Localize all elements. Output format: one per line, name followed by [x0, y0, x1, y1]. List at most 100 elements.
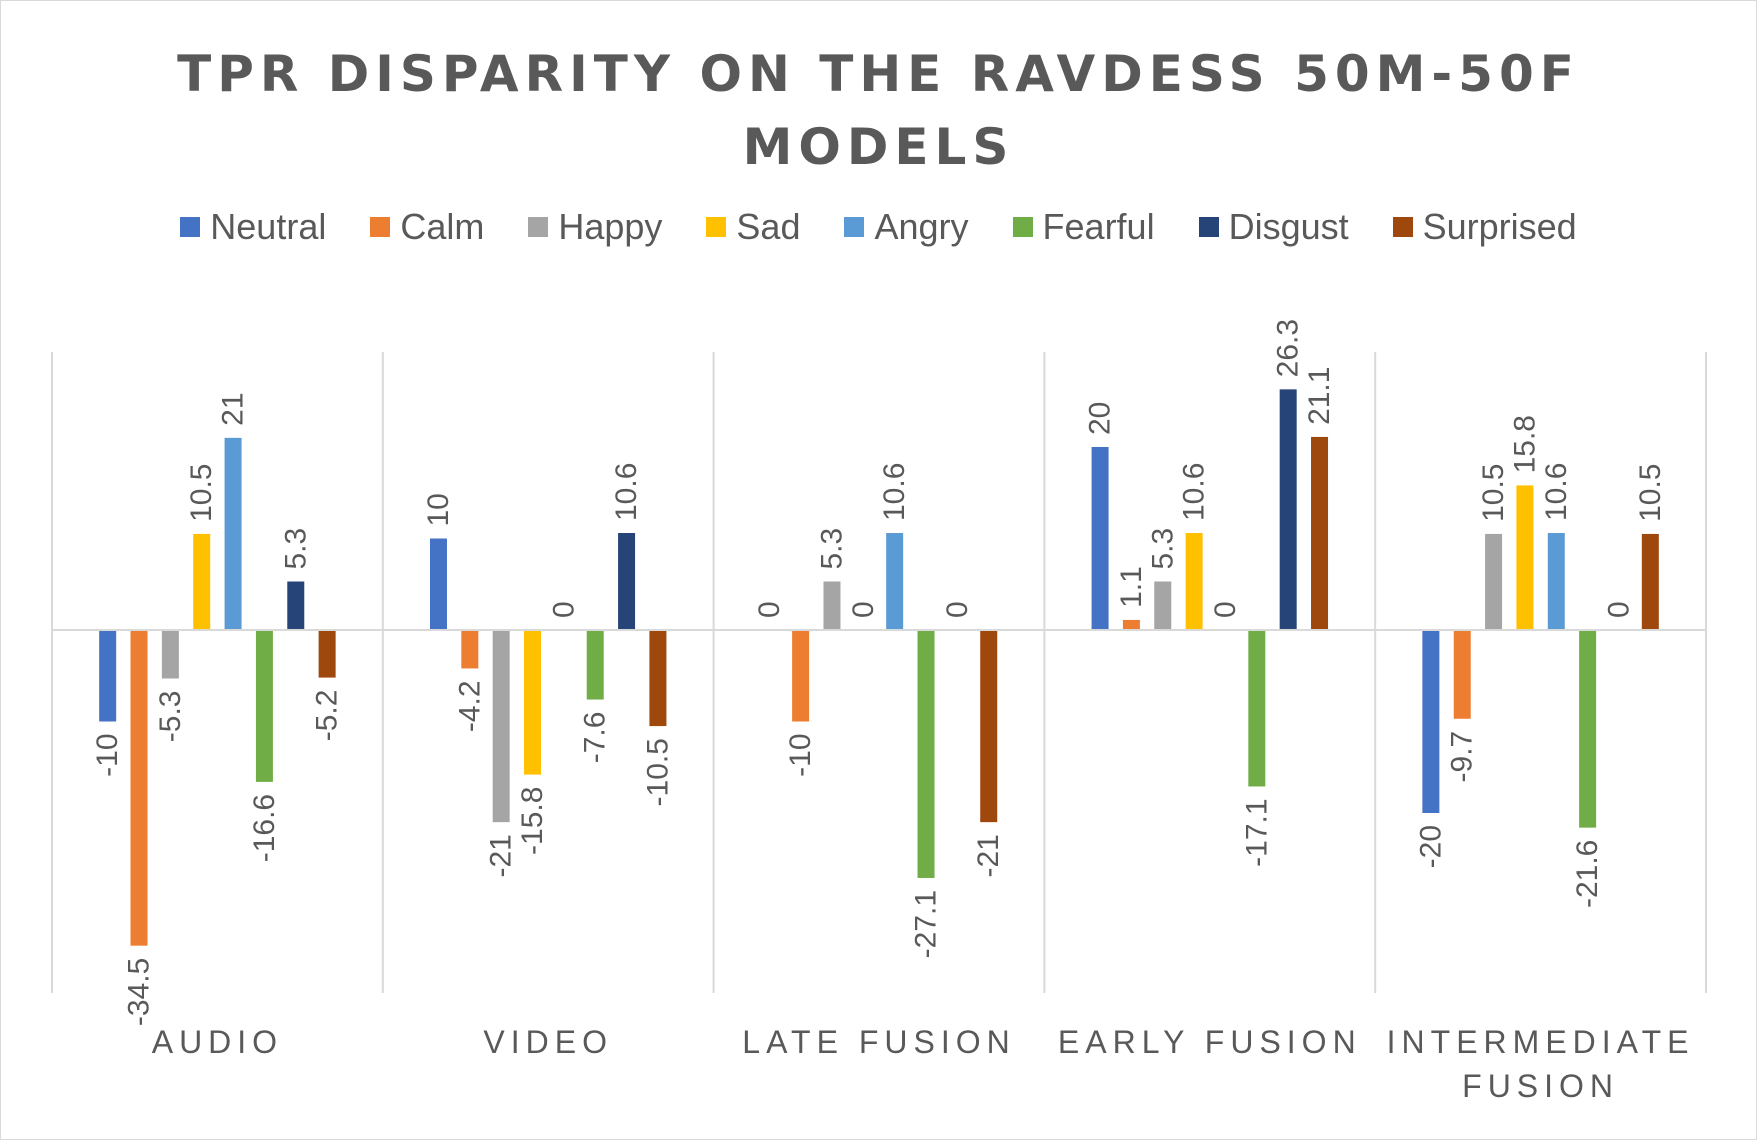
- legend-label: Happy: [558, 206, 663, 247]
- legend-label: Sad: [736, 206, 801, 247]
- bar-calm-3: [1122, 619, 1140, 630]
- legend-item-disgust: Disgust: [1198, 206, 1349, 248]
- data-label: 10.5: [1634, 464, 1667, 522]
- legend-label: Angry: [874, 206, 969, 247]
- data-label: -9.7: [1446, 731, 1479, 783]
- data-label: 5.3: [279, 528, 312, 570]
- legend-swatch: [706, 217, 727, 237]
- category-label: EARLY FUSION: [1058, 1024, 1362, 1060]
- legend-label: Surprised: [1422, 206, 1577, 247]
- data-label: -5.3: [154, 690, 187, 742]
- bar-sad-3: [1185, 533, 1203, 630]
- legend-swatch: [180, 217, 201, 237]
- data-label: 0: [1602, 601, 1635, 618]
- bar-sad-4: [1516, 485, 1534, 630]
- bar-sad-0: [193, 533, 211, 630]
- bar-disgust-3: [1279, 389, 1297, 630]
- bar-happy-3: [1154, 581, 1172, 630]
- data-label: -20: [1414, 825, 1447, 868]
- bar-surprised-0: [318, 630, 336, 678]
- category-label: AUDIO: [152, 1024, 283, 1060]
- data-label: -21.6: [1571, 840, 1604, 908]
- data-label: -16.6: [248, 794, 281, 862]
- legend-item-happy: Happy: [528, 206, 662, 248]
- legend-item-neutral: Neutral: [180, 206, 326, 248]
- data-label: 0: [1209, 601, 1242, 618]
- chart-title: TPR DISPARITY ON THE RAVDESS 50M-50F MOD…: [0, 38, 1757, 183]
- data-label: 10.6: [1178, 463, 1211, 521]
- data-label: 0: [547, 601, 580, 618]
- data-label: 21: [217, 392, 250, 425]
- bar-happy-2: [823, 581, 841, 630]
- data-label: -21: [972, 834, 1005, 877]
- legend-swatch: [1392, 217, 1413, 237]
- data-label: 10: [422, 493, 455, 526]
- data-label: 0: [753, 601, 786, 618]
- bar-neutral-1: [429, 538, 447, 630]
- legend-item-sad: Sad: [706, 206, 800, 248]
- category-label: INTERMEDIATE: [1387, 1024, 1695, 1060]
- legend-swatch: [1012, 217, 1033, 237]
- data-label: -4.2: [453, 680, 486, 732]
- bar-fearful-1: [586, 630, 604, 700]
- data-label: -34.5: [123, 958, 156, 1026]
- legend-swatch: [1198, 217, 1219, 237]
- data-label: 20: [1084, 402, 1117, 435]
- bar-sad-1: [524, 630, 542, 775]
- legend-label: Calm: [400, 206, 485, 247]
- data-label: 1.1: [1115, 566, 1148, 608]
- data-label: 10.6: [610, 463, 643, 521]
- bar-fearful-0: [255, 630, 273, 782]
- legend-label: Disgust: [1228, 206, 1349, 247]
- data-label: -10.5: [641, 738, 674, 806]
- legend-label: Fearful: [1042, 206, 1155, 247]
- chart-title-line-2: MODELS: [742, 117, 1015, 176]
- data-label: -7.6: [579, 712, 612, 764]
- data-label: -10: [784, 734, 817, 777]
- data-label: 26.3: [1272, 319, 1305, 377]
- bar-disgust-1: [618, 533, 636, 630]
- data-label: -17.1: [1240, 798, 1273, 866]
- data-label: 0: [941, 601, 974, 618]
- legend-item-calm: Calm: [370, 206, 484, 248]
- bar-calm-2: [792, 630, 810, 722]
- bar-fearful-4: [1579, 630, 1597, 828]
- data-label: -27.1: [910, 890, 943, 958]
- bar-fearful-2: [917, 630, 935, 878]
- data-label: 5.3: [1146, 528, 1179, 570]
- legend-item-angry: Angry: [844, 206, 969, 248]
- bar-surprised-4: [1641, 533, 1659, 630]
- data-label: -15.8: [516, 787, 549, 855]
- legend-swatch: [370, 217, 391, 237]
- bar-calm-0: [130, 630, 148, 946]
- data-label: 15.8: [1508, 415, 1541, 473]
- category-label: LATE FUSION: [742, 1024, 1015, 1060]
- bar-calm-1: [461, 630, 479, 669]
- legend: Neutral Calm Happy Sad Angry Fearful Disgust Su…: [0, 206, 1757, 248]
- bar-neutral-4: [1422, 630, 1440, 813]
- category-label: FUSION: [1462, 1068, 1619, 1104]
- bar-fearful-3: [1248, 630, 1266, 787]
- data-label: -10: [91, 734, 124, 777]
- data-label: 21.1: [1303, 367, 1336, 425]
- bar-angry-0: [224, 437, 242, 630]
- chart-title-line-1: TPR DISPARITY ON THE RAVDESS 50M-50F: [177, 45, 1580, 103]
- legend-swatch: [844, 217, 865, 237]
- data-label: 10.5: [1477, 464, 1510, 522]
- bar-angry-4: [1547, 533, 1565, 630]
- data-label: 10.5: [185, 464, 218, 522]
- category-label: VIDEO: [483, 1024, 613, 1060]
- data-label: 10.6: [1540, 463, 1573, 521]
- bar-happy-4: [1485, 533, 1503, 630]
- bar-disgust-0: [287, 581, 305, 630]
- bar-calm-4: [1453, 630, 1471, 719]
- bar-happy-0: [161, 630, 179, 679]
- legend-swatch: [528, 217, 549, 237]
- bar-angry-2: [886, 533, 904, 630]
- data-label: 5.3: [815, 528, 848, 570]
- bar-happy-1: [492, 630, 510, 823]
- data-label: 10.6: [878, 463, 911, 521]
- legend-item-fearful: Fearful: [1012, 206, 1155, 248]
